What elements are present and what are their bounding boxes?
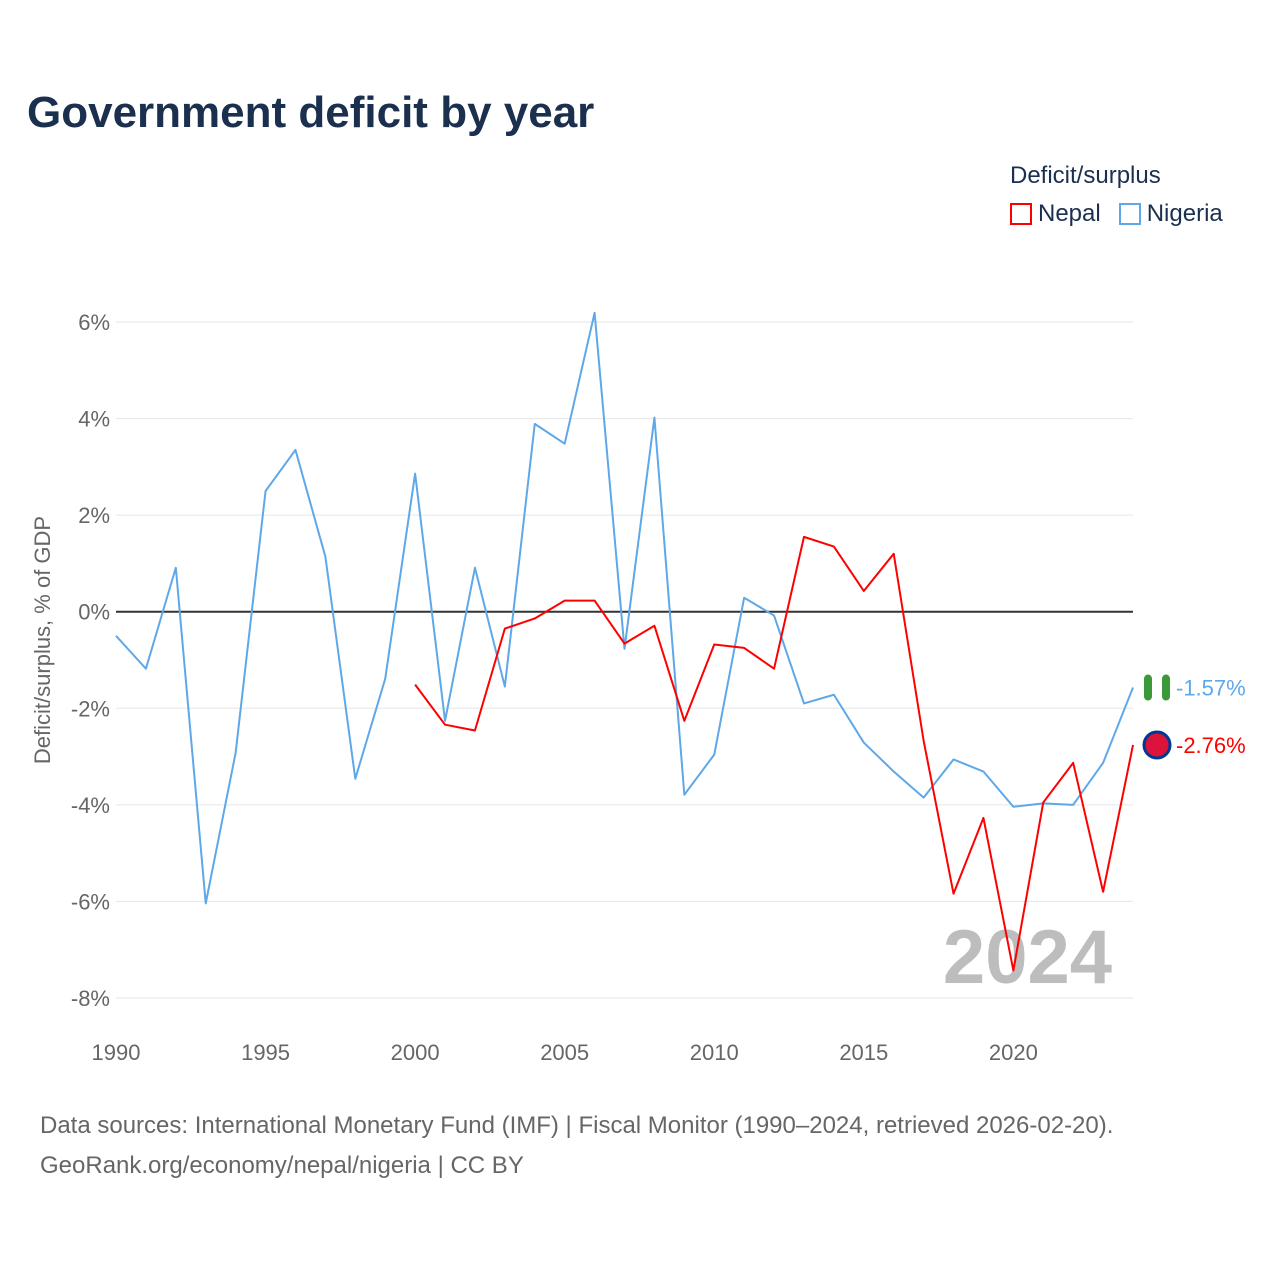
x-tick-label: 2005 <box>540 1040 589 1065</box>
x-tick-label: 1995 <box>241 1040 290 1065</box>
legend-item-nigeria[interactable]: Nigeria <box>1118 200 1223 228</box>
x-tick-label: 2010 <box>690 1040 739 1065</box>
series-line-nigeria <box>115 311 1134 905</box>
y-tick-label: 4% <box>78 407 110 432</box>
flag-icon-nepal <box>1142 730 1172 760</box>
source-note: Data sources: International Monetary Fun… <box>40 1106 1113 1186</box>
y-tick-label: -8% <box>71 986 110 1011</box>
y-tick-label: 6% <box>78 310 110 335</box>
source-line-2[interactable]: GeoRank.org/economy/nepal/nigeria | CC B… <box>40 1152 524 1179</box>
end-value-label-nepal: -2.76% <box>1176 733 1246 758</box>
x-tick-label: 2020 <box>989 1040 1038 1065</box>
y-axis-label: Deficit/surplus, % of GDP <box>30 516 55 764</box>
y-tick-label: 2% <box>78 503 110 528</box>
x-tick-label: 2000 <box>391 1040 440 1065</box>
flag-stripe-right <box>1162 674 1170 701</box>
legend-swatch-nepal <box>1010 203 1032 225</box>
legend-title: Deficit/surplus <box>1010 162 1161 189</box>
series-line-nepal <box>414 535 1134 972</box>
legend-label-nepal: Nepal <box>1038 200 1101 227</box>
legend-item-nepal[interactable]: Nepal <box>1010 200 1101 228</box>
y-tick-label: 0% <box>78 600 110 625</box>
flag-stripe-left <box>1144 674 1152 701</box>
y-tick-label: -2% <box>71 696 110 721</box>
chart-title: Government deficit by year <box>27 88 595 137</box>
end-value-label-nigeria: -1.57% <box>1176 676 1246 701</box>
x-tick-label: 1990 <box>92 1040 141 1065</box>
y-tick-label: -4% <box>71 793 110 818</box>
x-tick-label: 2015 <box>839 1040 888 1065</box>
legend: Deficit/surplus Nepal Nigeria <box>1010 162 1223 228</box>
source-line-1: Data sources: International Monetary Fun… <box>40 1112 1114 1139</box>
year-annotation: 2024 <box>943 915 1112 1000</box>
legend-swatch-nigeria <box>1118 203 1141 225</box>
y-tick-label: -6% <box>71 889 110 914</box>
legend-label-nigeria: Nigeria <box>1146 200 1223 227</box>
